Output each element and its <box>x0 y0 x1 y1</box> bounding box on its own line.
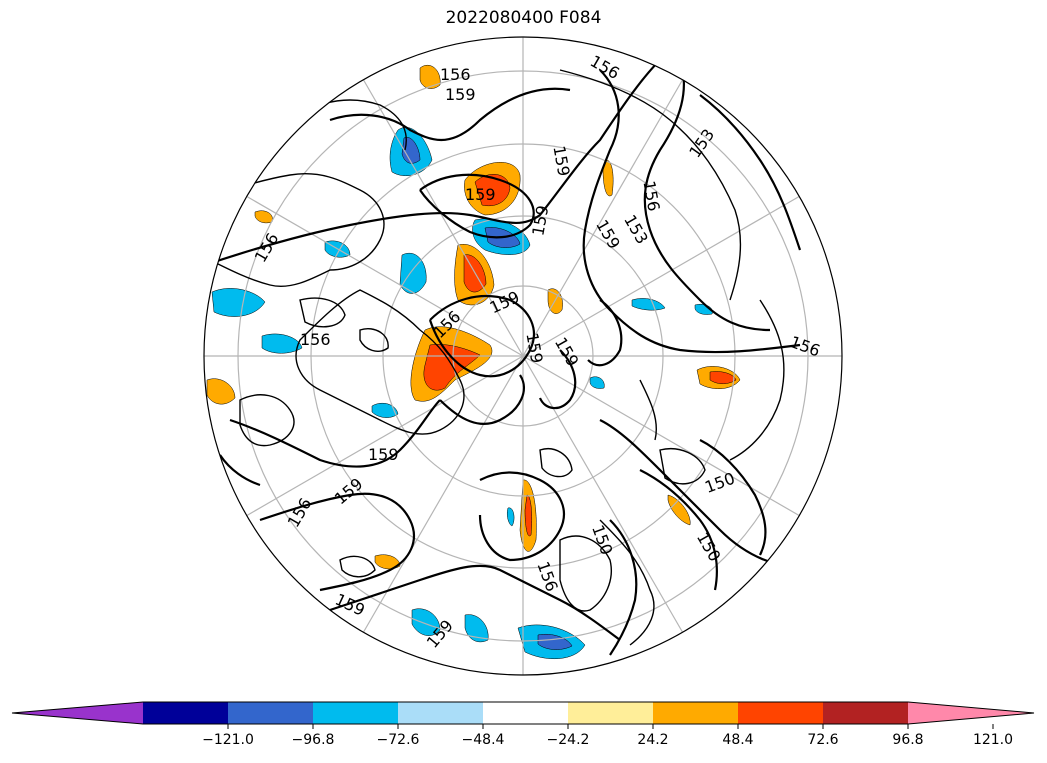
anomaly-negative <box>589 376 605 389</box>
colorbar-segment <box>143 702 228 724</box>
contour-line <box>582 69 801 354</box>
meridian <box>245 355 524 517</box>
contour-line <box>229 399 441 468</box>
colorbar-segment <box>398 702 483 724</box>
colorbar-tick-label: −121.0 <box>202 732 254 748</box>
coastline-east-siberia <box>729 299 785 461</box>
anomaly-negative <box>211 288 266 317</box>
meridian <box>362 355 524 634</box>
height-contours <box>204 59 802 656</box>
meridian <box>362 78 524 357</box>
meridian <box>522 78 684 357</box>
contour-line <box>699 94 802 251</box>
contour-line <box>639 469 718 591</box>
colorbar-outline <box>11 701 1035 725</box>
contour-line <box>219 454 261 487</box>
contour-line <box>643 59 771 332</box>
contour-label: 156 <box>300 330 331 349</box>
meridian <box>522 355 684 634</box>
colorbar-segments <box>11 701 1035 725</box>
colorbar-segment <box>483 702 568 724</box>
coastline-eurasia <box>599 519 655 646</box>
meridian <box>522 355 801 517</box>
anomaly-positive <box>419 64 441 89</box>
contour-line <box>329 87 571 142</box>
meridian <box>245 195 524 357</box>
anomaly-positive <box>474 174 511 206</box>
anomaly-negative <box>399 253 427 294</box>
contour-line <box>587 299 623 367</box>
contour-line <box>439 374 526 425</box>
anomaly-negative <box>411 608 441 636</box>
contour-label: 159 <box>465 185 496 204</box>
anomaly-positive <box>374 554 401 570</box>
colorbar-segment <box>228 702 313 724</box>
anomaly-negative <box>261 333 303 354</box>
coastline-hudson <box>239 394 295 447</box>
colorbar-ticks: −121.0 −96.8 −72.6 −48.4 −24.2 24.2 48.4 72.6 96… <box>202 724 1013 748</box>
colorbar-segment <box>823 702 908 724</box>
colorbar-segment <box>313 702 398 724</box>
coastline-archipelago <box>299 297 346 328</box>
meridian <box>522 195 801 357</box>
anomaly-negative <box>506 507 515 527</box>
colorbar-tick-label: 24.2 <box>637 732 668 748</box>
coastline-svalbard <box>539 448 573 478</box>
contour-label: 156 <box>440 65 471 84</box>
map-boundary <box>203 36 843 676</box>
coastlines <box>204 69 785 646</box>
map-disk: 156 159 156 159 153 159 159 156 156 159 … <box>204 37 842 675</box>
contour-line <box>329 564 621 641</box>
anomaly-positive <box>667 494 691 526</box>
colorbar-extend-min <box>12 702 143 724</box>
contour-line <box>419 173 535 239</box>
contour-label: 159 <box>368 445 399 464</box>
coastline-greenland <box>295 289 465 435</box>
colorbar-segment <box>738 702 823 724</box>
contour-line <box>609 519 638 656</box>
colorbar-tick-label: −24.2 <box>547 732 590 748</box>
coastline-iceland <box>339 555 376 578</box>
contour-line <box>204 59 661 267</box>
contour-line <box>478 471 565 562</box>
colorbar-tick-label: 48.4 <box>722 732 753 748</box>
colorbar-tick-label: −48.4 <box>462 732 505 748</box>
anomaly-negative <box>464 614 489 643</box>
coastline-canada <box>204 173 385 287</box>
anomaly-negative <box>537 634 573 650</box>
colorbar-tick-label: 72.6 <box>807 732 838 748</box>
anomaly-negative <box>631 298 666 311</box>
colorbar-tick-label: 121.0 <box>973 732 1013 748</box>
polar-map: 156 159 156 159 153 159 159 156 156 159 … <box>203 36 843 676</box>
colorbar-tick-label: −72.6 <box>377 732 420 748</box>
colorbar-tick-label: 96.8 <box>892 732 923 748</box>
contour-line <box>538 349 577 410</box>
contour-line <box>699 439 767 556</box>
colorbar-segment <box>568 702 653 724</box>
contour-line <box>599 419 781 567</box>
coastline-archipelago <box>359 328 389 352</box>
contour-line <box>259 492 415 592</box>
colorbar-segment <box>653 702 738 724</box>
anomaly-negative <box>371 403 399 418</box>
coastline-novaya <box>639 379 657 441</box>
anomaly-positive <box>524 494 533 537</box>
coastline-siberia <box>559 69 742 301</box>
colorbar-tick-label: −96.8 <box>292 732 335 748</box>
coastline-scandinavia <box>559 535 612 612</box>
anomaly-positive <box>206 378 236 405</box>
map-title: 2022080400 F084 <box>445 8 602 28</box>
contour-label: 159 <box>445 85 476 104</box>
contour-line <box>428 295 535 378</box>
colorbar: −121.0 −96.8 −72.6 −48.4 −24.2 24.2 48.4 72.6 96… <box>11 701 1035 748</box>
colorbar-extend-max <box>908 702 1034 724</box>
anomaly-positive <box>709 371 737 384</box>
graticule <box>204 37 842 675</box>
